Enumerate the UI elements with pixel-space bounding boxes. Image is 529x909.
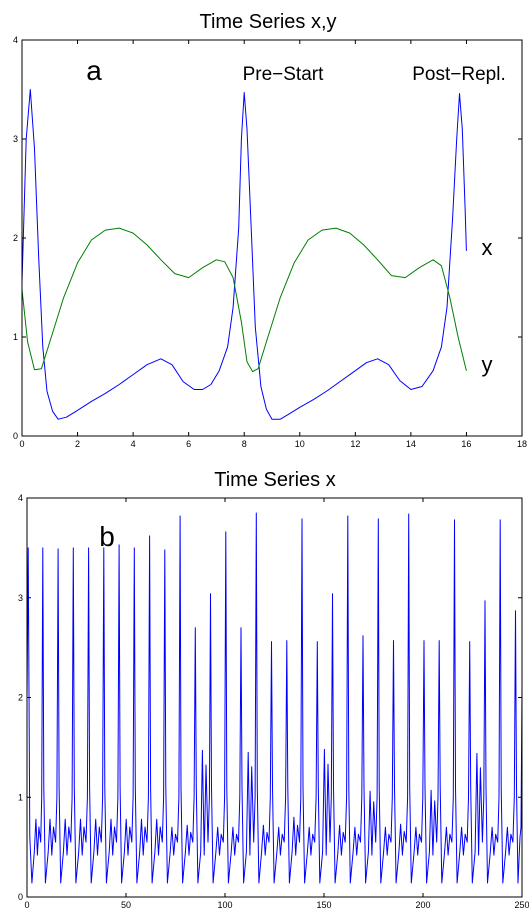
panel-b-title: Time Series x bbox=[214, 469, 336, 491]
panel-b-y-tick-label: 4 bbox=[18, 493, 23, 503]
panel-a-x-tick-label: 14 bbox=[406, 439, 416, 449]
panel-a-x-tick-label: 6 bbox=[186, 439, 191, 449]
panel-a-x-tick-label: 0 bbox=[19, 439, 24, 449]
panel-b-y-tick-label: 2 bbox=[18, 693, 23, 703]
panel-a-y-tick-label: 0 bbox=[13, 431, 18, 441]
annotation-y-series: y bbox=[482, 352, 493, 377]
panel-b-x-tick-label: 100 bbox=[217, 900, 232, 909]
panel-a-x-tick-label: 8 bbox=[242, 439, 247, 449]
series-y-line bbox=[21, 227, 467, 373]
panel-a-title: Time Series x,y bbox=[199, 11, 336, 33]
panel-a-y-tick-label: 3 bbox=[13, 134, 18, 144]
panel-a-x-tick-label: 2 bbox=[75, 439, 80, 449]
panel-b-y-tick-label: 1 bbox=[18, 792, 23, 802]
series-x-line bbox=[21, 89, 467, 420]
panel-a-y-tick-label: 4 bbox=[13, 35, 18, 45]
panel-a-x-tick-label: 10 bbox=[295, 439, 305, 449]
annotation-a: a bbox=[86, 55, 102, 86]
panel-a-y-ticks: 0 1 2 3 4 bbox=[13, 35, 522, 441]
annotation-pre-start: Pre−Start bbox=[243, 64, 325, 85]
panel-a-x-tick-label: 18 bbox=[517, 439, 527, 449]
panel-b: Time Series x 0 50 100 150 200 250 0 1 2 3 4 b bbox=[18, 469, 529, 909]
panel-b-x-tick-label: 250 bbox=[514, 900, 529, 909]
panel-b-x-tick-label: 0 bbox=[24, 900, 29, 909]
panel-b-y-ticks: 0 1 2 3 4 bbox=[18, 493, 522, 902]
panel-b-axes-box bbox=[26, 497, 523, 898]
annotation-b: b bbox=[99, 521, 115, 552]
panel-a-x-tick-label: 12 bbox=[350, 439, 360, 449]
panel-a-y-tick-label: 2 bbox=[13, 233, 18, 243]
panel-b-y-tick-label: 3 bbox=[18, 593, 23, 603]
panel-a-axes-box bbox=[21, 39, 523, 437]
panel-b-y-tick-label: 0 bbox=[18, 892, 23, 902]
panel-b-x-tick-label: 50 bbox=[121, 900, 131, 909]
annotation-post-repl: Post−Repl. bbox=[412, 64, 505, 85]
series-x-line bbox=[26, 512, 523, 884]
panel-a-plot-area bbox=[21, 89, 467, 420]
panel-b-x-tick-label: 200 bbox=[415, 900, 430, 909]
panel-a-x-tick-label: 4 bbox=[131, 439, 136, 449]
panel-a-y-tick-label: 1 bbox=[13, 332, 18, 342]
panel-b-x-tick-label: 150 bbox=[316, 900, 331, 909]
panel-a-x-tick-label: 16 bbox=[461, 439, 471, 449]
panel-b-plot-area bbox=[26, 512, 523, 884]
annotation-x-series: x bbox=[482, 235, 493, 260]
